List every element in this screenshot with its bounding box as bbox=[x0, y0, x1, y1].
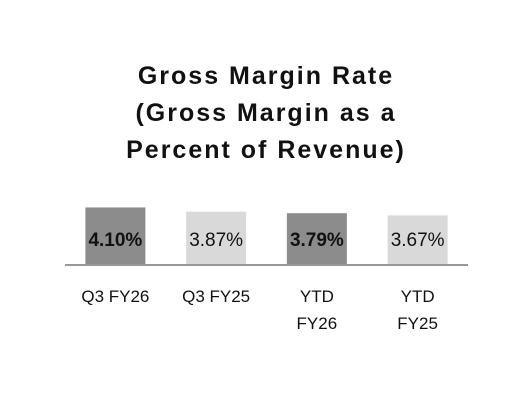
x-tick-label: Q3 FY26 bbox=[81, 287, 150, 306]
x-tick-label: YTD FY25 bbox=[397, 287, 438, 333]
bar bbox=[387, 215, 448, 265]
value-label: 3.87% bbox=[189, 230, 244, 251]
value-label: 4.10% bbox=[88, 230, 143, 251]
value-label: 3.79% bbox=[289, 230, 344, 251]
x-tick-label: Q3 FY25 bbox=[182, 287, 251, 306]
bar bbox=[85, 207, 146, 265]
x-tick-label: YTD FY26 bbox=[296, 287, 338, 333]
chart-title: Gross Margin Rate (Gross Margin as a Per… bbox=[126, 62, 406, 164]
value-label: 3.67% bbox=[390, 230, 445, 251]
bar bbox=[186, 211, 247, 265]
bar bbox=[286, 213, 347, 265]
